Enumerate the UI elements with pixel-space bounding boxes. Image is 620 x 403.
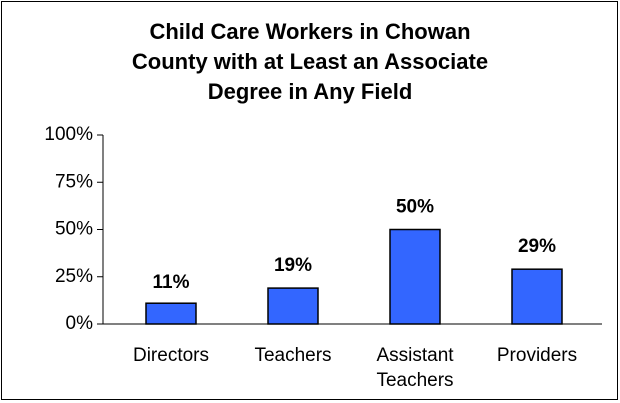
value-label: 29% — [518, 236, 556, 257]
chart-title: Child Care Workers in Chowan — [149, 19, 470, 44]
y-tick-label: 100% — [44, 124, 93, 145]
chart-title: County with at Least an Associate — [132, 49, 488, 74]
x-tick-label: Teachers — [254, 345, 331, 366]
y-tick-label: 50% — [55, 219, 93, 240]
y-tick-label: 25% — [55, 266, 93, 287]
value-label: 50% — [396, 197, 434, 218]
bar — [389, 228, 441, 325]
x-tick-label: Providers — [497, 345, 577, 366]
bar — [511, 268, 563, 325]
y-tick-label: 75% — [55, 171, 93, 192]
chart-title: Degree in Any Field — [208, 79, 413, 104]
bar — [267, 287, 319, 325]
x-tick-label: Directors — [133, 345, 209, 366]
y-tick-label: 0% — [66, 313, 94, 334]
bar — [145, 302, 197, 325]
x-tick-label: Assistant Teachers — [376, 345, 454, 391]
value-label: 11% — [153, 272, 190, 293]
value-label: 19% — [274, 255, 312, 276]
